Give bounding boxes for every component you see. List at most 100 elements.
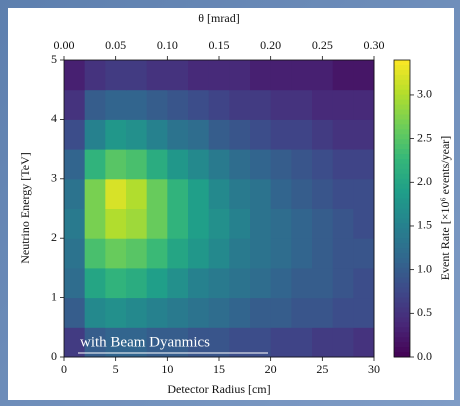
heatmap-cell (167, 297, 189, 328)
heatmap-cell (229, 149, 251, 180)
heatmap-cell (250, 60, 272, 91)
heatmap-cell (229, 238, 251, 269)
heatmap-cell (312, 297, 334, 328)
heatmap-cell (84, 60, 106, 91)
colorbar-segment (394, 258, 410, 264)
heatmap-cell (208, 119, 230, 150)
heatmap-cell (353, 267, 375, 299)
heatmap-cell (126, 238, 148, 269)
heatmap-cell (229, 208, 251, 239)
heatmap-cell (353, 327, 375, 358)
y-tick-label: 4 (51, 111, 57, 125)
heatmap-cell (146, 178, 168, 209)
colorbar-segment (394, 248, 410, 254)
heatmap-cell (126, 327, 148, 358)
colorbar-segment (394, 277, 410, 284)
heatmap-cell (250, 119, 272, 150)
heatmap-cell (84, 149, 106, 180)
heatmap-cell (188, 297, 210, 328)
colorbar-segment (394, 228, 410, 234)
heatmap-cell (146, 327, 168, 358)
heatmap-cell (229, 119, 251, 150)
heatmap-cell (188, 149, 210, 180)
heatmap-cell (291, 208, 313, 239)
heatmap-cell (229, 327, 251, 358)
heatmap-cell (270, 60, 292, 91)
colorbar-segment (394, 337, 410, 343)
x2-tick-label: 0.20 (260, 38, 281, 52)
colorbar-segment (394, 168, 410, 175)
heatmap-cell (146, 208, 168, 239)
x-tick-label: 5 (113, 362, 119, 376)
heatmap-cell (146, 238, 168, 269)
heatmap-cell (84, 327, 106, 358)
heatmap-cell (332, 208, 354, 239)
heatmap-cell (105, 149, 127, 180)
heatmap-cell (208, 208, 230, 239)
colorbar-frame (393, 59, 411, 358)
heatmap-cell (64, 327, 86, 358)
colorbar-tick-label: 1.5 (417, 218, 432, 232)
heatmap-cell (208, 327, 230, 358)
heatmap-cell (250, 208, 272, 239)
colorbar-segment (394, 79, 410, 86)
colorbar-segment (394, 282, 410, 289)
x2-tick-label: 0.25 (312, 38, 333, 52)
heatmap-cell (270, 89, 292, 120)
heatmap-cell (167, 60, 189, 91)
heatmap-cell (312, 178, 334, 209)
heatmap-cell (312, 327, 334, 358)
heatmap-cell (105, 119, 127, 150)
heatmap-cell (167, 178, 189, 209)
colorbar-segment (394, 154, 410, 160)
colorbar-segment (394, 302, 410, 308)
colorbar-tick-label: 3.0 (417, 87, 432, 101)
heatmap-cell (353, 208, 375, 239)
heatmap-cell (250, 238, 272, 269)
heatmap-cell (270, 297, 292, 328)
colorbar-segment (394, 342, 410, 348)
y-axis-label: Neutrino Energy [TeV] (18, 152, 32, 264)
heatmap-cell (188, 267, 210, 299)
heatmap-cell (188, 238, 210, 269)
heatmap-cell (353, 297, 375, 328)
heatmap-cell (146, 89, 168, 120)
heatmap-cell (332, 267, 354, 299)
heatmap-cell (208, 238, 230, 269)
heatmap-cell (312, 89, 334, 120)
colorbar-segment (394, 238, 410, 244)
heatmap-cell (188, 119, 210, 150)
colorbar-segment (394, 317, 410, 323)
heatmap-cell (353, 178, 375, 209)
colorbar-tick-label: 1.0 (417, 261, 432, 275)
heatmap-cell (291, 60, 313, 91)
heatmap-cell (291, 178, 313, 209)
heatmap-cell (84, 297, 106, 328)
colorbar-segment (394, 267, 410, 274)
colorbar-segment (394, 183, 410, 190)
colorbar-segment (394, 312, 410, 318)
heatmap-cell (291, 238, 313, 269)
heatmap-cell (270, 149, 292, 180)
heatmap-cell (105, 267, 127, 299)
heatmap-cell (229, 267, 251, 299)
colorbar-tick-label: 0.0 (417, 349, 432, 363)
heatmap-cell (64, 238, 86, 269)
colorbar-segment (394, 119, 410, 125)
y-tick-label: 1 (51, 289, 57, 303)
colorbar-segment (394, 104, 410, 110)
heatmap-cell (167, 119, 189, 150)
heatmap-cell (126, 89, 148, 120)
heatmap-cell (84, 119, 106, 150)
heatmap-cell (353, 60, 375, 91)
heatmap-cell (167, 208, 189, 239)
heatmap-cell (126, 178, 148, 209)
colorbar-segment (394, 94, 410, 101)
x-axis-label: Detector Radius [cm] (167, 382, 270, 396)
heatmap-cell (270, 327, 292, 358)
y-tick-label: 5 (51, 52, 57, 66)
heatmap-cell (208, 297, 230, 328)
heatmap-cell (291, 119, 313, 150)
